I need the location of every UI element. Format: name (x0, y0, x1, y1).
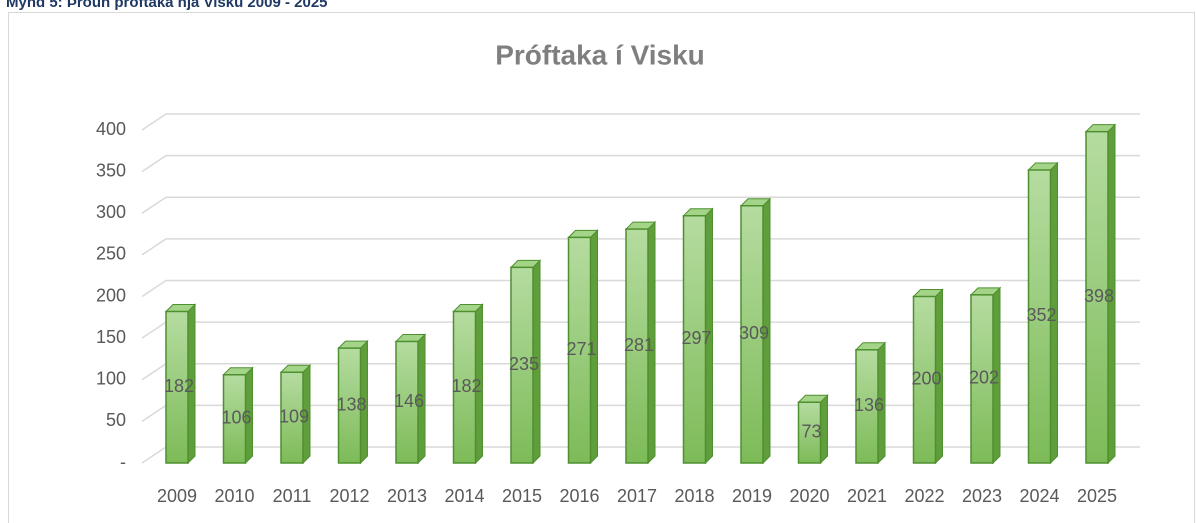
bar (567, 236, 592, 464)
x-tick-label: 2011 (273, 486, 312, 506)
data-label: 200 (911, 369, 941, 389)
y-tick-label: 350 (96, 160, 126, 180)
bar (682, 214, 707, 464)
x-tick-label: 2024 (1019, 486, 1059, 506)
grid-line (141, 154, 1140, 173)
grid-line (141, 196, 1140, 214)
grid-line (141, 113, 1140, 131)
data-label: 309 (739, 323, 769, 343)
bar-side (820, 394, 828, 465)
x-tick-label: 2012 (329, 486, 369, 506)
data-label: 182 (451, 376, 481, 396)
data-label: 297 (681, 328, 711, 348)
data-label: 271 (566, 339, 596, 359)
data-label: 73 (801, 421, 821, 441)
y-tick-label: 400 (96, 119, 126, 139)
bar (970, 294, 994, 464)
x-tick-label: 2018 (674, 486, 714, 506)
bar (855, 349, 879, 464)
data-label: 182 (164, 376, 194, 396)
x-tick-label: 2019 (732, 486, 772, 506)
bar (797, 401, 822, 464)
x-tick-label: 2013 (387, 486, 427, 506)
bar (740, 205, 764, 464)
x-tick-label: 2014 (444, 486, 484, 506)
x-tick-label: 2023 (962, 486, 1002, 506)
data-label: 202 (969, 368, 999, 388)
bar (280, 371, 304, 464)
x-tick-label: 2009 (157, 486, 197, 506)
bar (222, 374, 247, 464)
chart-title: Próftaka í Visku (495, 39, 705, 70)
data-label: 281 (624, 335, 654, 355)
x-tick-label: 2025 (1077, 486, 1117, 506)
bar (625, 228, 649, 464)
y-tick-label: - (120, 452, 126, 472)
bar (510, 266, 534, 464)
y-tick-label: 250 (96, 244, 126, 264)
y-tick-label: 200 (96, 285, 126, 305)
bar (165, 310, 189, 464)
y-tick-label: 150 (96, 327, 126, 347)
data-label: 235 (509, 354, 539, 374)
bar (395, 340, 419, 464)
data-label: 106 (221, 408, 251, 428)
data-label: 398 (1084, 286, 1114, 306)
y-tick-label: 300 (96, 202, 126, 222)
data-label: 138 (336, 394, 366, 414)
bar (452, 310, 477, 464)
y-tick-label: 100 (96, 369, 126, 389)
caption: Mynd 5: Þróun próftaka hjá Visku 2009 - … (6, 0, 328, 11)
y-tick-label: 50 (106, 410, 126, 430)
x-tick-label: 2016 (559, 486, 599, 506)
data-label: 352 (1026, 305, 1056, 325)
x-tick-label: 2022 (904, 486, 944, 506)
x-tick-label: 2017 (617, 486, 657, 506)
x-tick-label: 2020 (789, 486, 829, 506)
x-tick-label: 2010 (214, 486, 254, 506)
data-label: 109 (279, 406, 309, 426)
bar (912, 295, 937, 464)
bar (1085, 130, 1109, 464)
data-label: 146 (394, 391, 424, 411)
x-tick-label: 2015 (502, 486, 542, 506)
data-label: 136 (854, 395, 884, 415)
bar (1027, 169, 1052, 464)
x-tick-label: 2021 (847, 486, 887, 506)
bar (337, 347, 362, 464)
grid-line (141, 279, 1140, 298)
grid-line (141, 238, 1140, 256)
